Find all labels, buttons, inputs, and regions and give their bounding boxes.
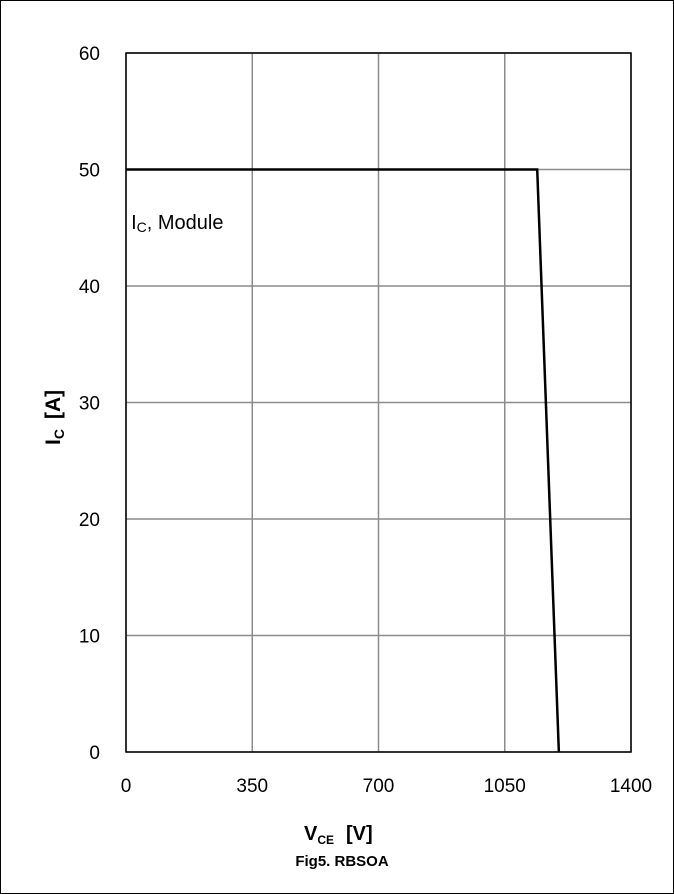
- x-tick-label: 1400: [610, 776, 652, 797]
- figure-caption: Fig5. RBSOA: [295, 853, 389, 870]
- x-tick-label: 0: [121, 776, 132, 797]
- x-tick-label: 350: [236, 776, 268, 797]
- y-tick-label: 60: [79, 44, 100, 65]
- series-line: [126, 168, 561, 753]
- x-tick-labels: 0 350 700 1050 1400: [121, 776, 652, 797]
- y-tick-label: 50: [79, 161, 100, 182]
- y-tick-label: 20: [79, 510, 100, 531]
- y-axis-title: IC[A]: [42, 390, 67, 445]
- y-tick-label: 30: [79, 394, 100, 415]
- data-series: [126, 168, 561, 753]
- x-tick-label: 700: [363, 776, 395, 797]
- y-tick-label: 0: [89, 743, 100, 764]
- y-tick-label: 10: [79, 627, 100, 648]
- curve-annotation: IC, Module: [131, 212, 223, 235]
- y-tick-label: 40: [79, 277, 100, 298]
- x-axis-title: VCE [V]: [304, 823, 373, 847]
- plot-area-border: [125, 52, 632, 753]
- y-tick-labels: 0 10 20 30 40 50 60: [79, 44, 100, 764]
- x-tick-label: 1050: [484, 776, 526, 797]
